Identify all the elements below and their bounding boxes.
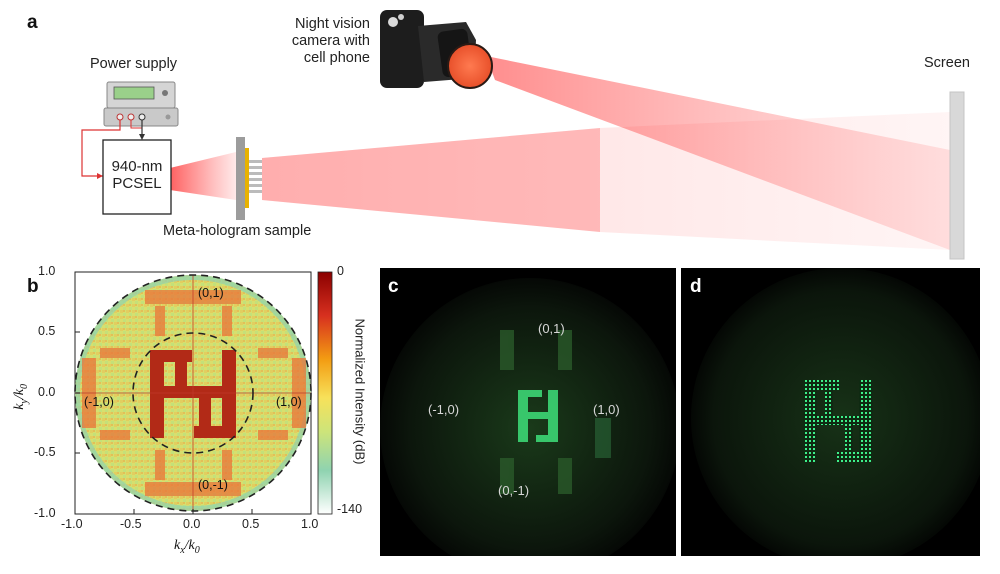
camera-label-line-1: Night vision xyxy=(295,16,370,32)
power-wire-positive xyxy=(81,120,121,177)
colorbar xyxy=(317,271,333,515)
x-axis-label-sub0: 0 xyxy=(194,544,200,556)
y-axis-label-k0: /k xyxy=(12,389,28,400)
y-tick-label: 1.0 xyxy=(38,264,56,278)
order-label: (1,0) xyxy=(276,395,302,409)
order-label: (-1,0) xyxy=(428,402,460,417)
panel-label-c: c xyxy=(388,276,399,297)
x-tick-label: 0.5 xyxy=(242,517,260,531)
sample-label: Meta-hologram sample xyxy=(163,223,312,239)
x-tick-label: 1.0 xyxy=(301,517,319,531)
x-axis-label-k0: /k xyxy=(184,538,195,553)
order-label: (0,1) xyxy=(538,321,565,336)
order-label: (1,0) xyxy=(593,402,620,417)
y-axis-label-k: k xyxy=(12,403,28,410)
camera-label-line-3: cell phone xyxy=(303,50,370,66)
incident-beam xyxy=(170,152,236,200)
panel-label-a: a xyxy=(27,12,38,33)
panel-label-d: d xyxy=(690,276,702,297)
colorbar-min-label: -140 xyxy=(337,502,363,516)
y-axis-label-sub0: 0 xyxy=(18,384,30,390)
y-tick-label: -0.5 xyxy=(34,445,56,459)
pcsel-label-line-1: 940-nm xyxy=(111,158,163,175)
order-label: (0,-1) xyxy=(498,483,530,498)
intensity-map xyxy=(75,275,311,511)
x-tick-label: 0.0 xyxy=(183,517,201,531)
power-supply-device xyxy=(103,81,179,127)
panel-label-b: b xyxy=(27,276,39,297)
power-supply-label: Power supply xyxy=(90,56,178,72)
y-axis-label-sub: y xyxy=(18,399,30,404)
camera-label-line-2: camera with xyxy=(291,33,370,49)
colorbar-label: Normalized Intensity (dB) xyxy=(352,318,368,465)
x-tick-label: -0.5 xyxy=(120,517,142,531)
pcsel-label: 940-nm PCSEL xyxy=(103,158,171,192)
x-tick-label: -1.0 xyxy=(61,517,83,531)
setup-diagram xyxy=(81,10,965,260)
order-label: (0,1) xyxy=(198,286,224,300)
pcsel-laser-box xyxy=(102,139,172,215)
y-tick-label: 0.5 xyxy=(38,324,56,338)
inner-dashed-circle xyxy=(132,332,254,454)
projection-screen xyxy=(949,91,965,260)
colorbar-max-label: 0 xyxy=(337,264,344,278)
x-axis-label-k: k xyxy=(174,538,181,553)
camera-view-cone xyxy=(486,56,950,250)
pcsel-label-line-2: PCSEL xyxy=(112,175,162,192)
x-axis-label: kx/k0 xyxy=(174,538,200,556)
y-tick-label: -1.0 xyxy=(34,506,56,520)
y-axis-label: ky/k0 xyxy=(12,372,30,422)
meta-hologram-sample-icon xyxy=(236,137,262,220)
x-axis-label-sub: x xyxy=(180,544,185,556)
panel-c-photo xyxy=(380,268,676,556)
night-vision-camera-icon xyxy=(380,10,493,89)
order-label: (0,-1) xyxy=(198,478,228,492)
screen-label: Screen xyxy=(924,55,970,71)
camera-label: Night vision camera with cell phone xyxy=(278,16,370,67)
panel-d-photo xyxy=(681,268,980,556)
k-space-plot xyxy=(74,271,333,515)
y-tick-label: 0.0 xyxy=(38,385,56,399)
order-label: (-1,0) xyxy=(84,395,114,409)
